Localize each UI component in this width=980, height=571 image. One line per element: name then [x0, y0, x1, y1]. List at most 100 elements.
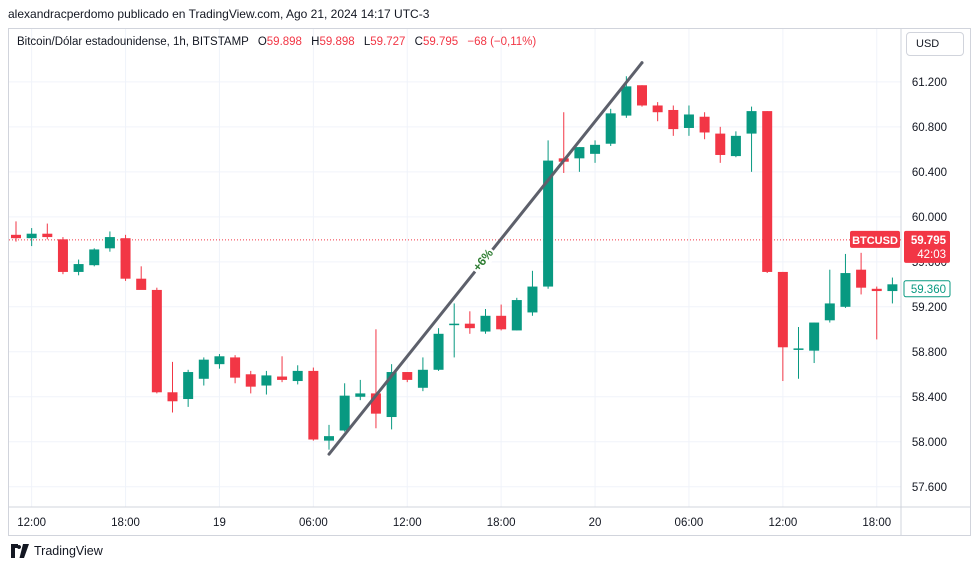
- change-value: −68 (−0,11%): [467, 36, 537, 48]
- candle-body: [746, 111, 757, 134]
- ohlc-legend: Bitcoin/Dólar estadounidense, 1h, BITSTA…: [17, 36, 536, 48]
- y-tick-label: 57.600: [912, 482, 947, 494]
- y-tick-label: 61.200: [912, 77, 947, 89]
- y-tick-label: 60.800: [912, 122, 947, 134]
- candle-body: [167, 392, 178, 402]
- tradingview-logo-icon: [11, 544, 29, 558]
- candle-body: [230, 357, 241, 378]
- candle-body: [417, 369, 428, 388]
- high-value: 59.898: [319, 36, 355, 48]
- candle-body: [574, 147, 585, 159]
- symbol-description: Bitcoin/Dólar estadounidense, 1h, BITSTA…: [17, 36, 249, 48]
- footer-brand-text: TradingView: [34, 544, 103, 558]
- candle-body: [605, 113, 616, 144]
- currency-button[interactable]: USD: [906, 32, 964, 56]
- candle-body: [668, 109, 679, 130]
- candle-body: [89, 249, 100, 266]
- candle-body: [652, 105, 663, 113]
- candle-body: [840, 273, 851, 307]
- symbol-tag-label: BTCUSD: [852, 235, 898, 247]
- candle-body: [777, 271, 788, 348]
- footer-brand: TradingView: [10, 544, 103, 558]
- y-tick-label: 59.200: [912, 302, 947, 314]
- bar-countdown: 42:03: [917, 249, 946, 261]
- low-value: 59.727: [370, 36, 406, 48]
- candle-body: [42, 233, 53, 238]
- y-tick-label: 58.800: [912, 347, 947, 359]
- x-tick-label: 12:00: [393, 517, 422, 529]
- candle-body: [183, 372, 194, 400]
- y-tick-label: 58.000: [912, 437, 947, 449]
- candle-body: [856, 269, 867, 288]
- candle-body: [809, 322, 820, 351]
- y-tick-label: 58.400: [912, 392, 947, 404]
- candle-body: [261, 375, 272, 386]
- candle-body: [464, 323, 475, 329]
- trendline-label-bg: [467, 243, 498, 276]
- candle-body: [511, 300, 522, 331]
- candle-body: [386, 372, 397, 418]
- candle-body: [730, 135, 741, 157]
- candle-body: [496, 315, 507, 330]
- candle-body: [621, 86, 632, 116]
- candle-body: [355, 393, 366, 397]
- candle-body: [198, 359, 209, 379]
- candle-body: [480, 315, 491, 332]
- candle-body: [324, 436, 334, 441]
- y-tick-label: 60.000: [912, 212, 947, 224]
- candle-body: [543, 160, 554, 287]
- candle-body: [762, 111, 773, 272]
- candle-body: [214, 356, 225, 365]
- candle-body: [793, 348, 804, 350]
- current-price-value: 59.795: [911, 235, 947, 247]
- candle-body: [715, 133, 726, 155]
- candle-body: [339, 395, 350, 431]
- open-value: 59.898: [266, 36, 302, 48]
- open-label: O: [257, 36, 267, 48]
- x-tick-label: 12:00: [768, 517, 797, 529]
- y-tick-label: 60.400: [912, 167, 947, 179]
- close-value: 59.795: [422, 36, 459, 48]
- candle-body: [637, 85, 647, 106]
- high-label: H: [311, 36, 320, 48]
- candle-body: [104, 237, 115, 249]
- candle-body: [590, 144, 601, 154]
- x-tick-label: 18:00: [111, 517, 140, 529]
- candle-body: [699, 116, 710, 133]
- x-tick-label: 12:00: [17, 517, 46, 529]
- candle-body: [449, 323, 460, 326]
- candle-body: [683, 114, 694, 128]
- candle-body: [26, 233, 37, 239]
- candle-body: [527, 286, 538, 313]
- candle-body: [433, 333, 444, 370]
- chart-frame: [8, 28, 971, 536]
- x-tick-label: 18:00: [487, 517, 516, 529]
- x-tick-label: 20: [589, 517, 602, 529]
- low-label: L: [363, 36, 371, 48]
- publisher-line: alexandracperdomo publicado en TradingVi…: [8, 7, 430, 21]
- candle-body: [887, 284, 898, 292]
- candle-body: [370, 393, 381, 414]
- trendline-endpoint: [640, 61, 644, 65]
- x-tick-label: 19: [213, 517, 226, 529]
- candle-body: [136, 278, 147, 290]
- candle-body: [277, 376, 288, 380]
- candle-body: [402, 372, 413, 380]
- candle-body: [308, 370, 319, 440]
- candle-body: [120, 238, 131, 279]
- candle-body: [151, 289, 162, 393]
- candle-body: [245, 374, 256, 387]
- candle-body: [57, 239, 68, 272]
- x-tick-label: 06:00: [675, 517, 704, 529]
- x-tick-label: 06:00: [299, 517, 328, 529]
- candle-body: [824, 303, 835, 321]
- candle-body: [292, 370, 303, 382]
- symbol-tag: [850, 230, 900, 248]
- candle-body: [871, 288, 882, 292]
- candle-body: [11, 234, 21, 239]
- candle-body: [73, 264, 84, 272]
- marker-price-tag: [903, 280, 951, 298]
- close-label: C: [414, 36, 423, 48]
- current-price-tag: [904, 230, 950, 263]
